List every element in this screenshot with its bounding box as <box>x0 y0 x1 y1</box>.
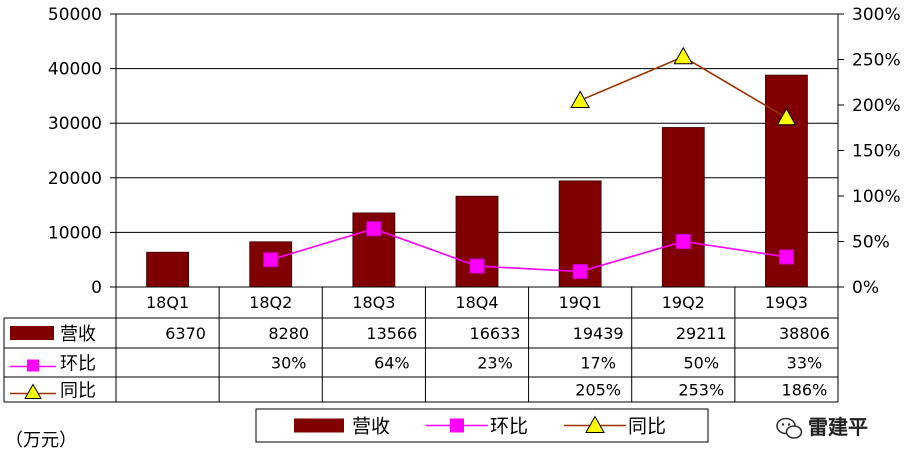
data-label: 64% <box>374 354 410 373</box>
data-label: 16633 <box>470 324 521 343</box>
data-label: 50% <box>684 354 720 373</box>
wechat-icon <box>776 417 803 439</box>
line-point-square <box>572 264 588 280</box>
series-line <box>270 227 787 273</box>
data-label: 38806 <box>779 324 830 343</box>
line-point-triangle <box>570 90 590 108</box>
data-label: 253% <box>678 381 724 400</box>
data-label: 29211 <box>676 324 727 343</box>
line-series <box>263 46 797 280</box>
data-label: 6370 <box>165 324 206 343</box>
bar <box>146 251 189 288</box>
legend-label: 同比 <box>628 416 666 438</box>
line-point-triangle <box>673 46 694 65</box>
series-line <box>579 55 787 119</box>
legend-label: 环比 <box>490 416 528 438</box>
category-label: 19Q3 <box>765 293 808 312</box>
data-label: 33% <box>787 354 823 373</box>
legend-key-marker <box>585 415 605 433</box>
data-table: 18Q1 18Q2 18Q3 18Q4 19Q1 19Q2 19Q3 营收 6370 8280 13… <box>3 286 839 403</box>
left-tick-label: 50000 <box>48 5 102 25</box>
table-series-name: 环比 <box>60 354 96 375</box>
category-label: 18Q4 <box>455 293 498 312</box>
bar-series-revenue <box>146 74 808 288</box>
table-series-name: 同比 <box>60 381 96 402</box>
category-label: 18Q1 <box>146 293 189 312</box>
line-point-square <box>366 221 382 237</box>
right-tick-label: 250% <box>852 51 901 71</box>
legend-key-bar <box>294 418 344 433</box>
category-label: 18Q3 <box>352 293 395 312</box>
data-label: 186% <box>782 381 828 400</box>
data-label: 17% <box>580 354 616 373</box>
data-label: 13566 <box>366 324 417 343</box>
left-tick-label: 30000 <box>48 114 102 134</box>
right-tick-label: 300% <box>852 5 901 25</box>
data-label: 19439 <box>573 324 624 343</box>
bar <box>661 127 705 288</box>
legend-key-marker <box>450 418 464 433</box>
right-tick-label: 100% <box>852 187 901 207</box>
table-key-marker <box>27 359 39 372</box>
legend-label: 营收 <box>352 416 390 438</box>
line-point-square <box>469 258 485 274</box>
left-tick-label: 40000 <box>48 60 102 80</box>
left-tick-label: 20000 <box>48 169 102 189</box>
line-point-square <box>675 234 691 249</box>
right-tick-label: 150% <box>852 142 901 162</box>
axes: 0 10000 20000 30000 40000 50000 0% 50% 100% 150% 2… <box>48 5 901 298</box>
data-label: 8280 <box>268 324 309 343</box>
table-key-bar <box>10 326 54 340</box>
unit-label: （万元） <box>5 430 77 451</box>
left-tick-label: 0 <box>91 278 102 298</box>
data-label: 30% <box>271 354 307 373</box>
category-label: 19Q1 <box>559 293 602 312</box>
right-tick-label: 0% <box>852 278 879 298</box>
data-label: 205% <box>575 381 621 400</box>
legend: 营收 环比 同比 <box>255 408 709 443</box>
line-point-square <box>263 252 279 268</box>
data-label: 23% <box>477 354 513 373</box>
right-tick-label: 200% <box>852 96 901 116</box>
category-label: 18Q2 <box>249 293 292 312</box>
left-tick-label: 10000 <box>48 223 102 243</box>
right-tick-label: 50% <box>852 233 890 253</box>
watermark-text: 雷建平 <box>808 415 868 439</box>
line-point-square <box>778 249 794 265</box>
line-point-triangle <box>776 107 797 126</box>
category-label: 19Q2 <box>662 293 705 312</box>
table-key-marker <box>24 383 42 399</box>
table-series-name: 营收 <box>60 324 96 345</box>
watermark: 雷建平 <box>776 415 868 439</box>
